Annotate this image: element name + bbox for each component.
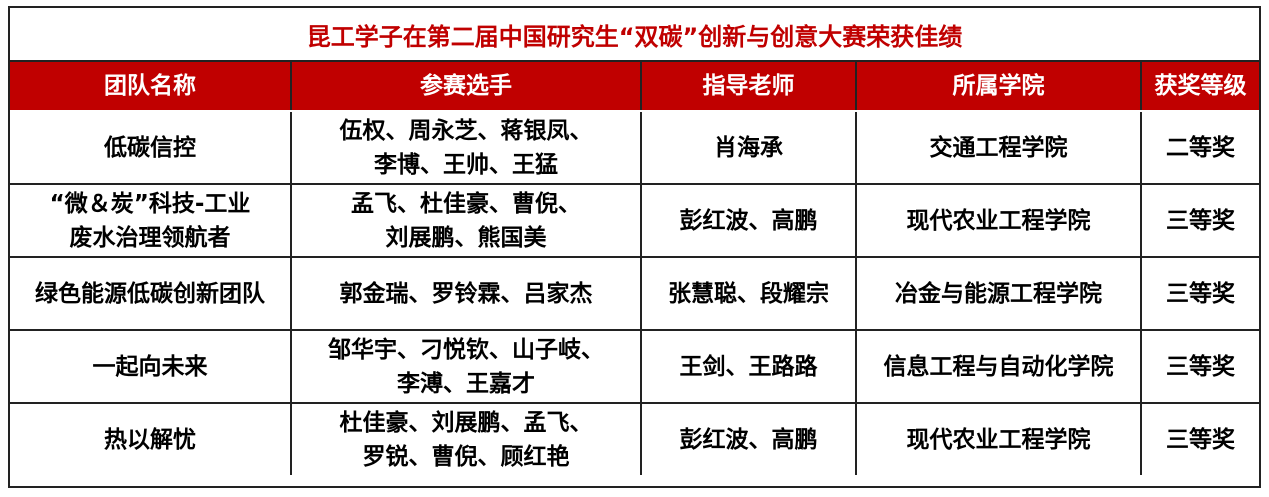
table-title: 昆工学子在第二届中国研究生“双碳”创新与创意大赛荣获佳绩 — [10, 8, 1259, 62]
award: 三等奖 — [1140, 256, 1259, 331]
team-name-line: “微＆炭”科技-工业 — [49, 190, 251, 217]
advisor: 肖海承 — [640, 110, 857, 185]
members-line: 伍权、周永芝、蒋银凤、 — [339, 117, 593, 144]
members-line: 郭金瑞、罗铃霖、吕家杰 — [339, 280, 593, 307]
members-line: 孟飞、杜佳豪、曹倪、 — [351, 190, 581, 217]
header-award: 获奖等级 — [1140, 62, 1259, 112]
college: 冶金与能源工程学院 — [855, 256, 1142, 331]
members: 孟飞、杜佳豪、曹倪、 刘展鹏、熊国美 — [290, 183, 642, 258]
members-line: 李博、王帅、王猛 — [374, 151, 558, 178]
award: 三等奖 — [1140, 183, 1259, 258]
members-line: 杜佳豪、刘展鹏、孟飞、 — [339, 409, 593, 436]
table-row: 低碳信控 伍权、周永芝、蒋银凤、 李博、王帅、王猛 肖海承 交通工程学院 二等奖 — [10, 110, 1259, 185]
header-college: 所属学院 — [855, 62, 1142, 112]
members: 郭金瑞、罗铃霖、吕家杰 — [290, 256, 642, 331]
advisor: 张慧聪、段耀宗 — [640, 256, 857, 331]
members: 杜佳豪、刘展鹏、孟飞、 罗锐、曹倪、顾红艳 — [290, 402, 642, 475]
table-row: 绿色能源低碳创新团队 郭金瑞、罗铃霖、吕家杰 张慧聪、段耀宗 冶金与能源工程学院… — [10, 256, 1259, 331]
advisor: 王剑、王路路 — [640, 329, 857, 404]
advisor: 彭红波、高鹏 — [640, 402, 857, 475]
team-name: 低碳信控 — [10, 110, 292, 185]
team-name: “微＆炭”科技-工业 废水治理领航者 — [10, 183, 292, 258]
table-row: 热以解忧 杜佳豪、刘展鹏、孟飞、 罗锐、曹倪、顾红艳 彭红波、高鹏 现代农业工程学… — [10, 402, 1259, 475]
members-line: 李溥、王嘉才 — [397, 370, 535, 397]
award: 三等奖 — [1140, 329, 1259, 404]
awards-table-frame: 昆工学子在第二届中国研究生“双碳”创新与创意大赛荣获佳绩 团队名称 参赛选手 指… — [8, 6, 1261, 488]
award: 二等奖 — [1140, 110, 1259, 185]
table-row: 一起向未来 邹华宇、刁悦钦、山子岐、 李溥、王嘉才 王剑、王路路 信息工程与自动化… — [10, 329, 1259, 404]
team-name: 热以解忧 — [10, 402, 292, 475]
award: 三等奖 — [1140, 402, 1259, 475]
college: 交通工程学院 — [855, 110, 1142, 185]
header-advisor: 指导老师 — [640, 62, 857, 112]
team-name: 一起向未来 — [10, 329, 292, 404]
college: 现代农业工程学院 — [855, 183, 1142, 258]
table-row: “微＆炭”科技-工业 废水治理领航者 孟飞、杜佳豪、曹倪、 刘展鹏、熊国美 彭红波、… — [10, 183, 1259, 258]
advisor: 彭红波、高鹏 — [640, 183, 857, 258]
header-team: 团队名称 — [10, 62, 292, 112]
header-members: 参赛选手 — [290, 62, 642, 112]
members-line: 邹华宇、刁悦钦、山子岐、 — [328, 336, 604, 363]
members: 伍权、周永芝、蒋银凤、 李博、王帅、王猛 — [290, 110, 642, 185]
members-line: 罗锐、曹倪、顾红艳 — [362, 443, 570, 470]
members-line: 刘展鹏、熊国美 — [385, 224, 547, 251]
team-name: 绿色能源低碳创新团队 — [10, 256, 292, 331]
team-name-line: 废水治理领航者 — [69, 224, 231, 251]
header-row: 团队名称 参赛选手 指导老师 所属学院 获奖等级 — [10, 62, 1259, 112]
awards-table: 团队名称 参赛选手 指导老师 所属学院 获奖等级 低碳信控 伍权、周永芝、蒋银凤… — [10, 62, 1259, 475]
college: 信息工程与自动化学院 — [855, 329, 1142, 404]
members: 邹华宇、刁悦钦、山子岐、 李溥、王嘉才 — [290, 329, 642, 404]
college: 现代农业工程学院 — [855, 402, 1142, 475]
